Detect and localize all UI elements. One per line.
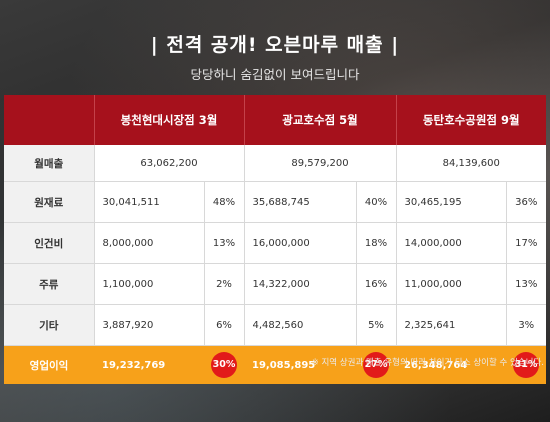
profit-value: 19,085,895: [244, 345, 356, 384]
page-title: | 전격 공개! 오븐마루 매출 |: [150, 34, 400, 56]
row-label: 기타: [4, 304, 95, 346]
table-row: 기타 3,887,920 6% 4,482,560 5% 2,325,641 3…: [4, 304, 546, 346]
table-header-row: 봉천현대시장점 3월 광교호수점 5월 동탄호수공원점 9월: [4, 95, 546, 145]
cost-percent: 18%: [355, 222, 396, 264]
cost-value: 2,325,641: [395, 304, 506, 346]
header-store-2: 광교호수점 5월: [243, 95, 396, 145]
sales-value: 89,579,200: [243, 145, 396, 182]
cost-percent: 6%: [203, 304, 244, 346]
cost-value: 30,041,511: [93, 181, 204, 223]
cost-percent: 40%: [355, 181, 396, 223]
cost-value: 14,000,000: [395, 222, 506, 264]
header-store-3: 동탄호수공원점 9월: [395, 95, 546, 145]
cost-value: 8,000,000: [93, 222, 204, 264]
cost-percent: 13%: [203, 222, 244, 264]
sales-value: 63,062,200: [93, 145, 244, 182]
header-store-1: 봉천현대시장점 3월: [93, 95, 244, 145]
header-blank: [4, 95, 94, 145]
cost-percent: 36%: [505, 181, 546, 223]
cost-value: 16,000,000: [243, 222, 356, 264]
table-row: 인건비 8,000,000 13% 16,000,000 18% 14,000,…: [4, 222, 546, 264]
row-label: 인건비: [4, 222, 95, 264]
row-label: 월매출: [4, 145, 95, 182]
cost-percent: 2%: [203, 263, 244, 305]
profit-percent-badge: 30%: [211, 352, 237, 378]
cost-percent: 5%: [355, 304, 396, 346]
cost-value: 11,000,000: [395, 263, 506, 305]
sales-value: 84,139,600: [395, 145, 546, 182]
table-row-sales: 월매출 63,062,200 89,579,200 84,139,600: [4, 145, 546, 182]
cost-value: 35,688,745: [243, 181, 356, 223]
profit-percent-badge: 31%: [513, 352, 539, 378]
table-row: 원재료 30,041,511 48% 35,688,745 40% 30,465…: [4, 181, 546, 223]
row-label: 주류: [4, 263, 95, 305]
cost-percent: 13%: [505, 263, 546, 305]
profit-percent-cell: 27%: [356, 345, 396, 384]
cost-value: 1,100,000: [93, 263, 204, 305]
profit-value: 26,348,764: [396, 345, 506, 384]
cost-value: 14,322,000: [243, 263, 356, 305]
cost-percent: 48%: [203, 181, 244, 223]
cost-percent: 16%: [355, 263, 396, 305]
row-label: 영업이익: [4, 345, 94, 384]
profit-percent-badge: 27%: [363, 352, 389, 378]
cost-value: 30,465,195: [395, 181, 506, 223]
page-subtitle: 당당하니 숨김없이 보여드립니다: [190, 67, 360, 82]
cost-percent: 17%: [505, 222, 546, 264]
row-label: 원재료: [4, 181, 95, 223]
cost-value: 3,887,920: [93, 304, 204, 346]
profit-percent-cell: 31%: [506, 345, 546, 384]
profit-value: 19,232,769: [94, 345, 204, 384]
sales-table: 봉천현대시장점 3월 광교호수점 5월 동탄호수공원점 9월 월매출 63,06…: [4, 95, 546, 384]
cost-percent: 3%: [505, 304, 546, 346]
table-row-profit: 영업이익 19,232,769 30% 19,085,895 27% 26,34…: [4, 345, 546, 384]
cost-value: 4,482,560: [243, 304, 356, 346]
footnote: ※ 지역 상권과 매출 유형의 따라 차이가 다소 상이할 수 있습니다.: [311, 358, 544, 368]
table-row: 주류 1,100,000 2% 14,322,000 16% 11,000,00…: [4, 263, 546, 305]
profit-percent-cell: 30%: [204, 345, 244, 384]
